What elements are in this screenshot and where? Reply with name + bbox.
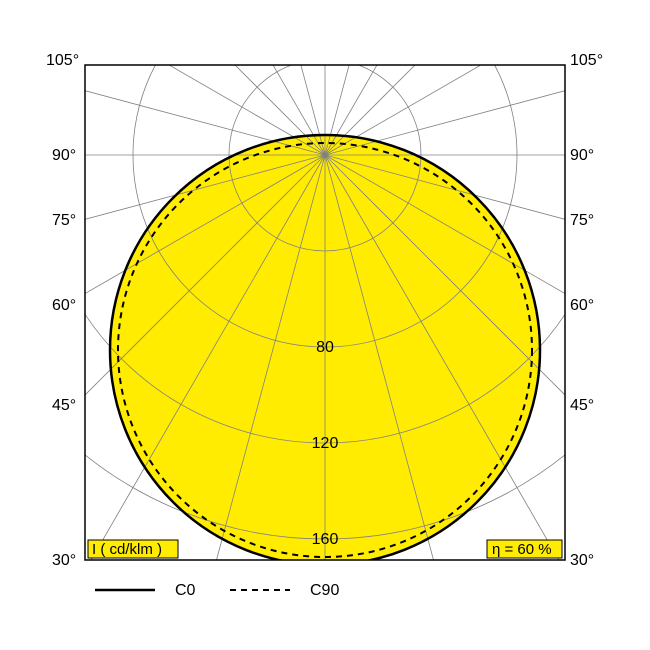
svg-text:45°: 45° xyxy=(570,397,594,414)
svg-text:30°: 30° xyxy=(570,552,594,569)
svg-text:160: 160 xyxy=(312,531,339,548)
svg-text:45°: 45° xyxy=(52,397,76,414)
svg-text:60°: 60° xyxy=(52,297,76,314)
svg-text:30°: 30° xyxy=(52,552,76,569)
angle-labels-left: 105° 90° 75° 60° 45° 30° xyxy=(46,52,79,569)
svg-text:60°: 60° xyxy=(570,297,594,314)
legend-c90-label: C90 xyxy=(310,582,339,599)
svg-text:90°: 90° xyxy=(570,147,594,164)
legend-c0-label: C0 xyxy=(175,582,196,599)
units-box: I ( cd/klm ) xyxy=(88,540,178,558)
svg-text:80: 80 xyxy=(316,339,334,356)
legend: C0 C90 xyxy=(95,582,339,599)
svg-text:105°: 105° xyxy=(570,52,603,69)
angle-labels-right: 105° 90° 75° 60° 45° 30° xyxy=(570,52,603,569)
photometric-polar-chart: 80 120 160 105° 90° 75° 60° 45° 30° 105° 90° 75° 6… xyxy=(0,0,650,650)
efficiency-box: η = 60 % xyxy=(487,540,562,558)
units-label: I ( cd/klm ) xyxy=(92,541,162,558)
svg-text:75°: 75° xyxy=(570,212,594,229)
chart-svg: 80 120 160 105° 90° 75° 60° 45° 30° 105° 90° 75° 6… xyxy=(0,0,650,650)
svg-text:120: 120 xyxy=(312,435,339,452)
efficiency-label: η = 60 % xyxy=(492,541,552,558)
svg-text:90°: 90° xyxy=(52,147,76,164)
svg-text:105°: 105° xyxy=(46,52,79,69)
svg-text:75°: 75° xyxy=(52,212,76,229)
